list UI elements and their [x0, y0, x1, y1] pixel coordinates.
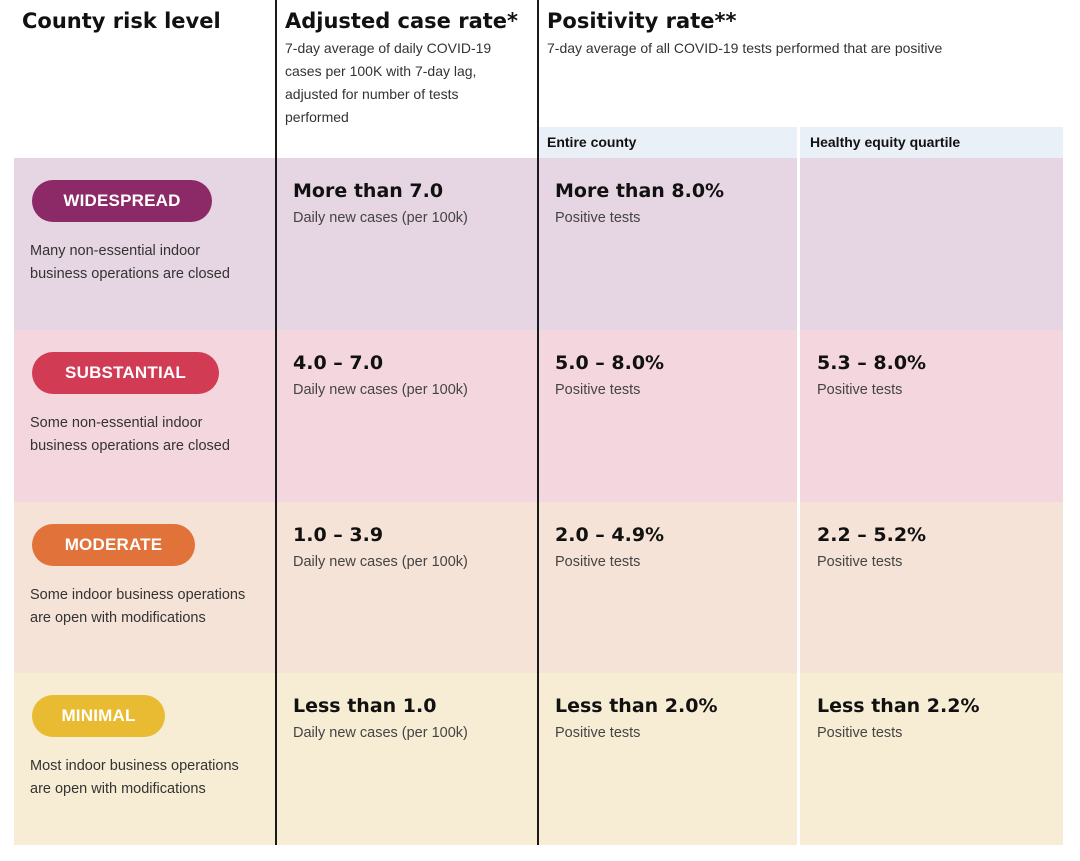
entire-county-cell: Less than 2.0% Positive tests — [555, 695, 718, 741]
risk-row-substantial: SUBSTANTIAL Some non-essential indoor busi… — [14, 330, 1063, 502]
case-rate-value: More than 7.0 — [293, 180, 444, 202]
risk-description-line: Some non-essential indoor — [30, 415, 203, 431]
risk-description: Some indoor business operations are open … — [30, 584, 270, 630]
entire-county-value: 2.0 – 4.9% — [555, 524, 665, 546]
case-rate-unit: Daily new cases (per 100k) — [293, 725, 468, 741]
case-rate-description-line: 7-day average of daily COVID-19 — [285, 40, 492, 56]
health-equity-value: 5.3 – 8.0% — [817, 352, 927, 374]
row-divider — [797, 673, 800, 845]
health-equity-unit: Positive tests — [817, 554, 903, 570]
health-equity-cell: 2.2 – 5.2% Positive tests — [817, 524, 926, 570]
risk-description-line: business operations are closed — [30, 266, 230, 282]
risk-description-line: are open with modifications — [30, 610, 206, 626]
case-rate-description-line: cases per 100K with 7-day lag, — [285, 63, 477, 79]
risk-level-label: MINIMAL — [61, 706, 136, 725]
entire-county-unit: Positive tests — [555, 382, 641, 398]
row-divider — [797, 158, 800, 330]
case-rate-unit: Daily new cases (per 100k) — [293, 382, 468, 398]
risk-description: Some non-essential indoor business operat… — [30, 412, 270, 458]
risk-row-minimal: MINIMAL Most indoor business operations ar… — [14, 673, 1063, 845]
risk-level-label: MODERATE — [64, 535, 163, 554]
risk-level-header: County risk level — [22, 9, 221, 33]
health-equity-cell: Less than 2.2% Positive tests — [817, 695, 980, 741]
case-rate-cell: Less than 1.0 Daily new cases (per 100k) — [293, 695, 468, 741]
case-rate-header: Adjusted case rate* 7-day average of dai… — [285, 9, 535, 129]
risk-description-line: Many non-essential indoor — [30, 243, 201, 259]
positivity-description: 7-day average of all COVID-19 tests perf… — [547, 40, 943, 56]
column-divider — [537, 0, 539, 845]
case-rate-cell: More than 7.0 Daily new cases (per 100k) — [293, 180, 468, 226]
row-divider — [797, 330, 800, 502]
entire-county-value: 5.0 – 8.0% — [555, 352, 665, 374]
risk-description-line: are open with modifications — [30, 781, 206, 797]
case-rate-unit: Daily new cases (per 100k) — [293, 554, 468, 570]
column-divider — [275, 0, 277, 845]
health-equity-value: Less than 2.2% — [817, 695, 980, 717]
risk-level-badge: WIDESPREAD — [32, 180, 212, 222]
health-equity-unit: Positive tests — [817, 725, 903, 741]
case-rate-title: Adjusted case rate* — [285, 9, 519, 33]
entire-county-value: More than 8.0% — [555, 180, 725, 202]
entire-county-unit: Positive tests — [555, 210, 641, 226]
risk-description-line: Most indoor business operations — [30, 758, 239, 774]
risk-level-label: WIDESPREAD — [63, 191, 181, 210]
entire-county-unit: Positive tests — [555, 725, 641, 741]
case-rate-cell: 1.0 – 3.9 Daily new cases (per 100k) — [293, 524, 468, 570]
risk-level-label: SUBSTANTIAL — [65, 363, 186, 382]
risk-description-line: Some indoor business operations — [30, 587, 246, 603]
health-equity-unit: Positive tests — [817, 382, 903, 398]
case-rate-description-line: adjusted for number of tests — [285, 86, 459, 102]
entire-county-unit: Positive tests — [555, 554, 641, 570]
risk-description-line: business operations are closed — [30, 438, 230, 454]
case-rate-unit: Daily new cases (per 100k) — [293, 210, 468, 226]
row-divider — [797, 502, 800, 674]
entire-county-cell: More than 8.0% Positive tests — [555, 180, 724, 226]
risk-description: Most indoor business operations are open … — [30, 755, 270, 801]
entire-county-cell: 2.0 – 4.9% Positive tests — [555, 524, 664, 570]
entire-county-cell: 5.0 – 8.0% Positive tests — [555, 352, 664, 398]
positivity-title: Positivity rate** — [547, 9, 737, 33]
subheader-entire-county: Entire county — [537, 127, 797, 158]
risk-row-moderate: MODERATE Some indoor business operations a… — [14, 502, 1063, 674]
health-equity-cell: 5.3 – 8.0% Positive tests — [817, 352, 926, 398]
health-equity-value: 2.2 – 5.2% — [817, 524, 927, 546]
case-rate-value: 4.0 – 7.0 — [293, 352, 384, 374]
case-rate-value: 1.0 – 3.9 — [293, 524, 384, 546]
case-rate-description-line: performed — [285, 109, 349, 125]
case-rate-description: 7-day average of daily COVID-19 cases pe… — [285, 37, 535, 129]
risk-level-badge: SUBSTANTIAL — [32, 352, 219, 394]
entire-county-value: Less than 2.0% — [555, 695, 718, 717]
case-rate-cell: 4.0 – 7.0 Daily new cases (per 100k) — [293, 352, 468, 398]
risk-level-badge: MINIMAL — [32, 695, 165, 737]
positivity-header: Positivity rate** 7-day average of all C… — [547, 9, 1067, 60]
risk-description: Many non-essential indoor business operat… — [30, 240, 270, 286]
case-rate-value: Less than 1.0 — [293, 695, 437, 717]
risk-row-widespread: WIDESPREAD Many non-essential indoor busin… — [14, 158, 1063, 330]
risk-level-badge: MODERATE — [32, 524, 195, 566]
subheader-health-equity: Healthy equity quartile — [800, 127, 1063, 158]
